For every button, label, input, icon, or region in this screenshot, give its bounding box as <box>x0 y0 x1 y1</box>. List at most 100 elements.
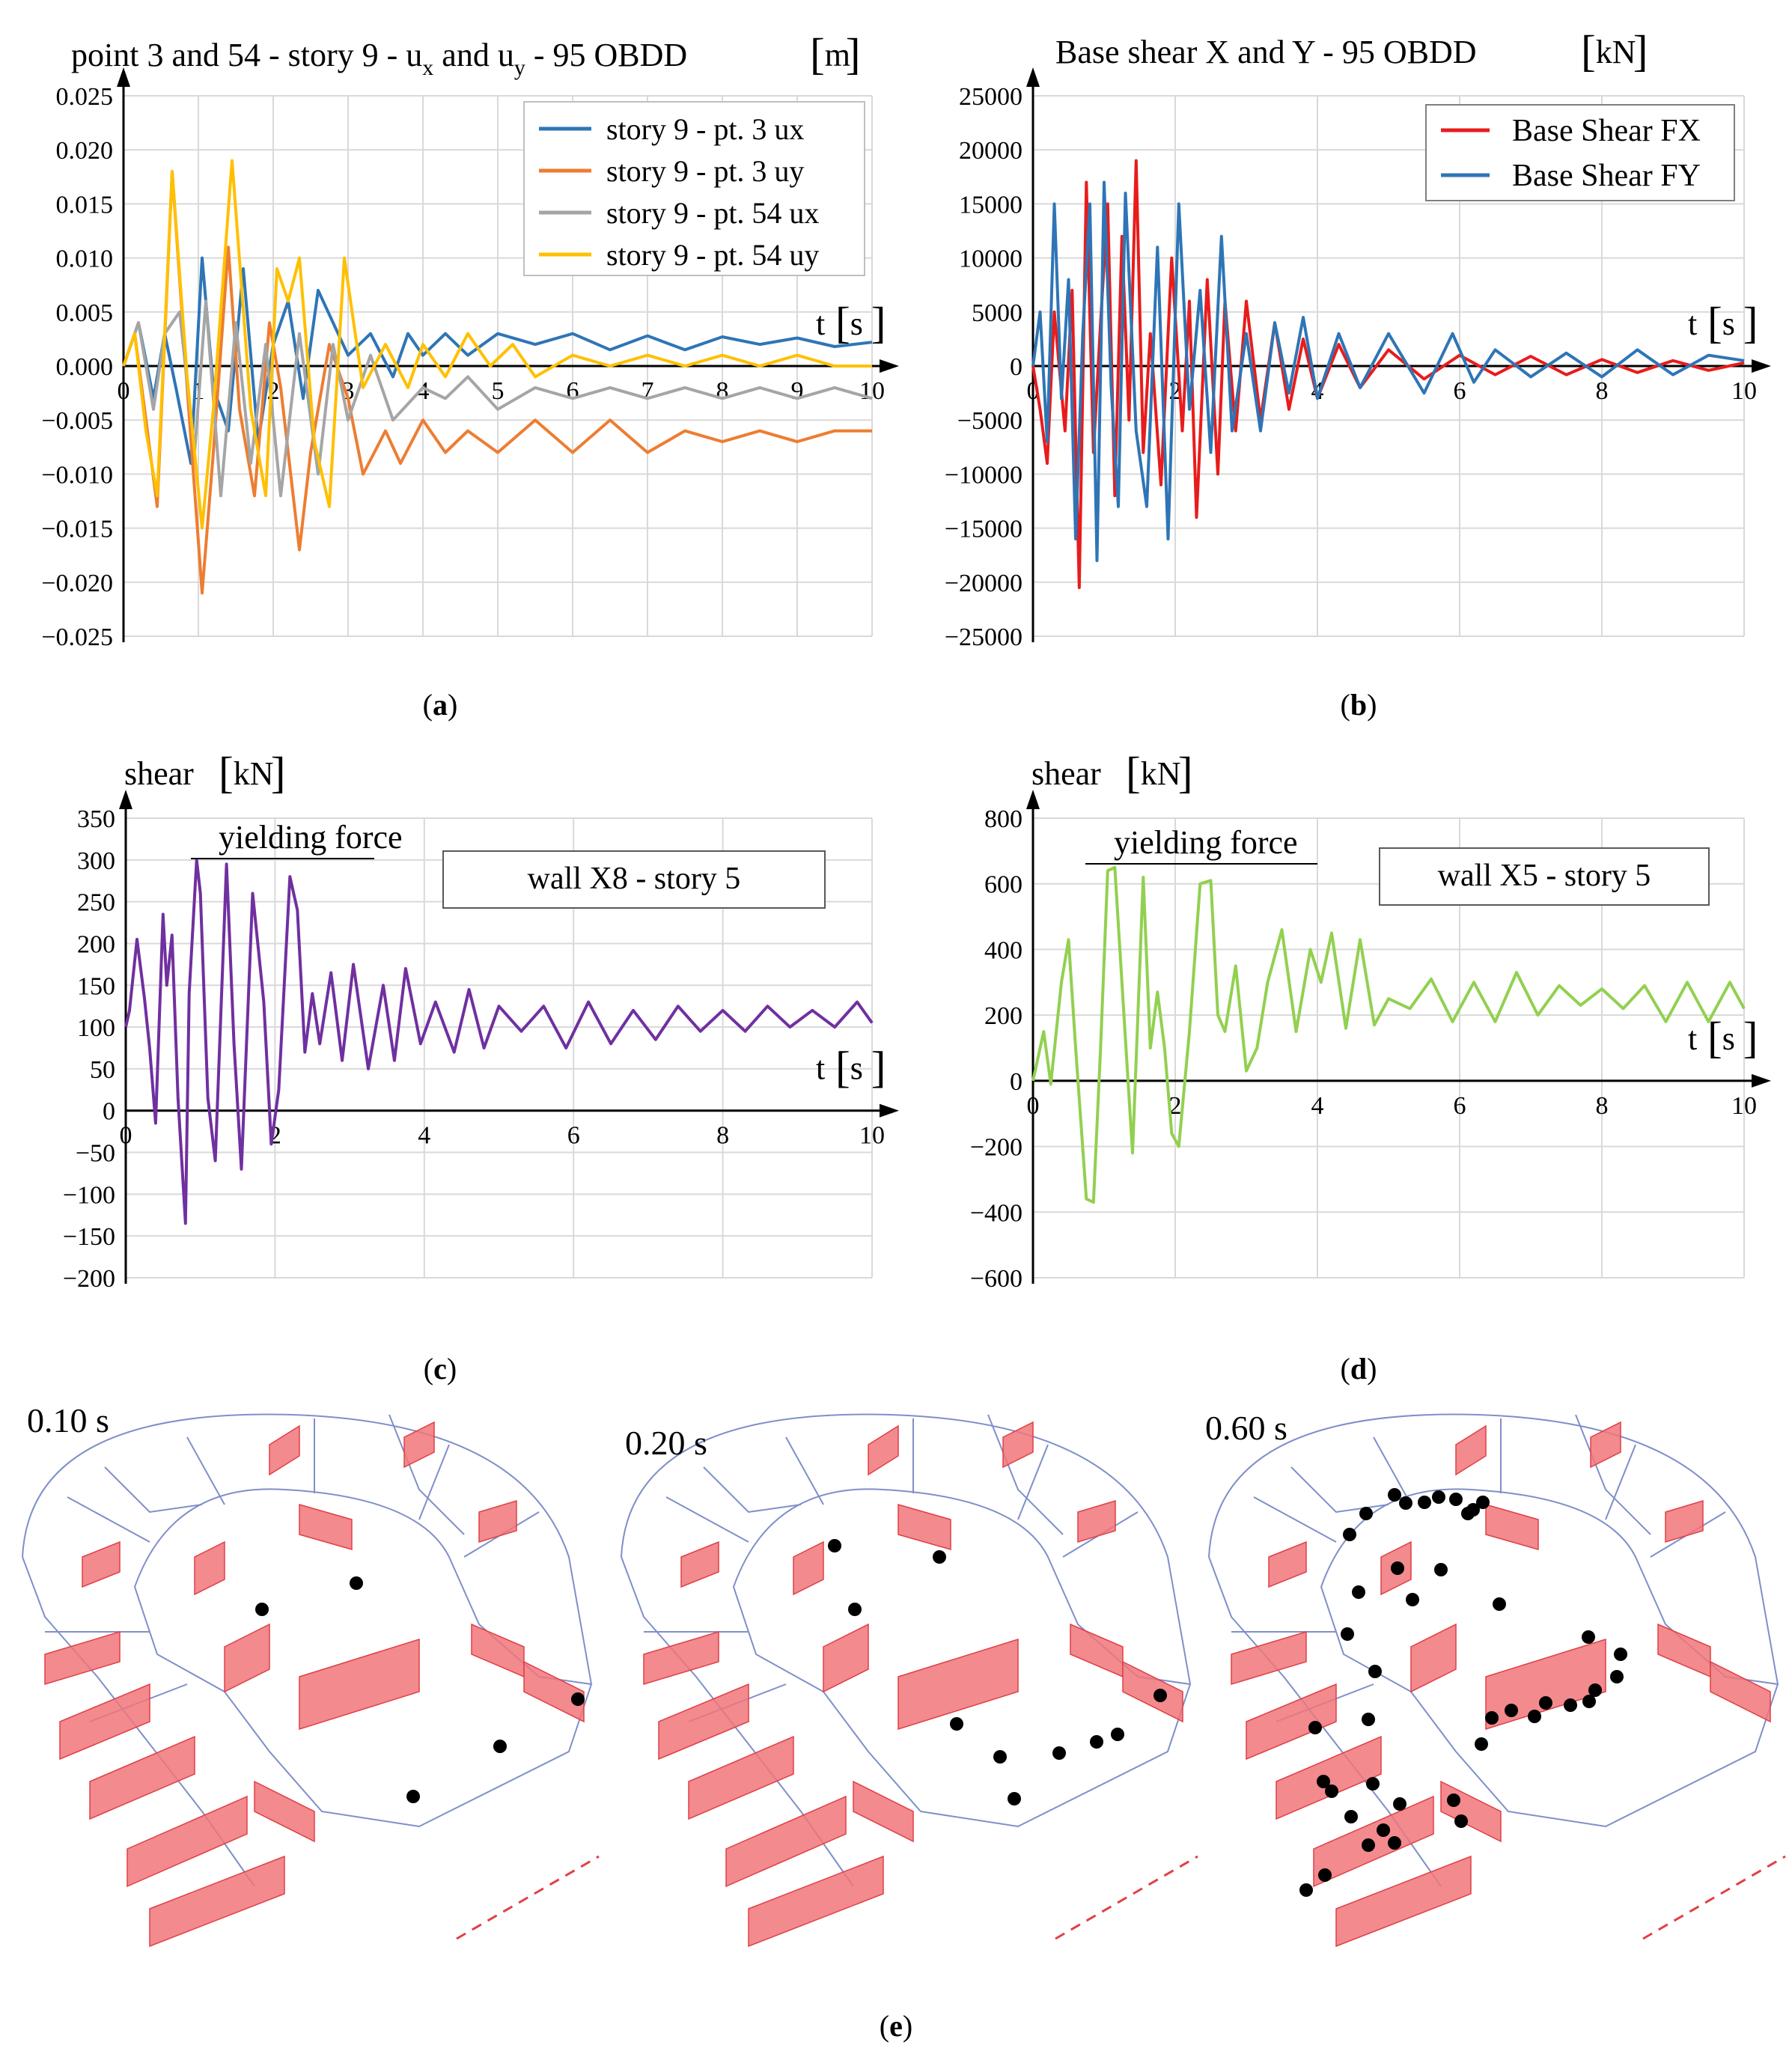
wall-panel <box>1485 1504 1539 1550</box>
y-axis-label: shear <box>1031 755 1101 792</box>
yield-marker <box>1406 1593 1419 1606</box>
wall-panel <box>1485 1638 1606 1731</box>
wall-panel <box>471 1623 525 1678</box>
bracket-close: ] <box>1633 26 1648 76</box>
y-tick-label: 300 <box>77 847 115 875</box>
wall-panel <box>403 1421 435 1469</box>
y-tick-label: 10000 <box>959 246 1023 273</box>
unit-label: s <box>850 1050 863 1087</box>
legend-label: Base Shear FX <box>1512 114 1701 148</box>
yield-marker <box>1610 1670 1624 1683</box>
wall-label-box <box>1379 847 1710 906</box>
legend-label: story 9 - pt. 3 uy <box>606 154 804 188</box>
y-tick-label: −600 <box>970 1265 1023 1293</box>
wall-panel <box>725 1795 847 1888</box>
x-tick-label: 6 <box>1454 377 1466 405</box>
wall-panel <box>127 1795 248 1888</box>
series-line <box>122 256 873 465</box>
yield-marker <box>1528 1710 1541 1723</box>
chart-panel-d: 8006004002000−200−400−6000246810t[s]shea… <box>970 748 1771 1293</box>
structure-panel-e: 0.10 s 0.20 s 0.60 s <box>22 1401 1786 1948</box>
yield-marker <box>1418 1496 1431 1509</box>
wall-panel <box>1440 1780 1502 1843</box>
wall-panel <box>868 1424 899 1476</box>
yield-marker <box>1317 1775 1330 1788</box>
x-tick-label: 8 <box>716 1122 729 1150</box>
wall-panel <box>149 1855 285 1948</box>
x-axis-arrow <box>880 359 899 373</box>
structure-snapshot <box>22 1413 600 1948</box>
y-tick-label: 0.010 <box>56 246 114 273</box>
y-tick-label: −5000 <box>957 407 1023 435</box>
yield-marker <box>1614 1648 1627 1661</box>
chart-title: Base shear X and Y - 95 OBDD <box>1055 34 1477 70</box>
x-axis-label: t <box>816 1050 825 1087</box>
x-axis-arrow <box>880 1103 899 1118</box>
bracket-open: [ <box>835 298 850 347</box>
wall-panel <box>853 1780 914 1843</box>
yield-marker <box>1111 1728 1124 1741</box>
yield-marker <box>1461 1507 1475 1520</box>
yield-marker <box>1475 1737 1488 1751</box>
snapshot-time-label: 0.20 s <box>625 1424 707 1462</box>
yield-marker <box>406 1790 420 1803</box>
unit-label: s <box>850 305 863 342</box>
bracket-close: ] <box>871 1043 886 1092</box>
yield-marker <box>1366 1777 1380 1791</box>
y-tick-label: 100 <box>77 1014 115 1042</box>
yielding-force-annotation: yielding force <box>219 819 403 856</box>
yield-marker <box>1393 1797 1407 1811</box>
yield-marker <box>1432 1490 1445 1504</box>
series-line <box>1031 180 1745 562</box>
wall-panel <box>1002 1421 1034 1469</box>
wall-panel <box>299 1504 353 1550</box>
y-tick-label: −150 <box>63 1223 115 1251</box>
y-axis-arrow <box>1026 67 1040 87</box>
yield-marker <box>1388 1488 1401 1502</box>
yield-marker <box>1485 1711 1499 1725</box>
wall-panel <box>1070 1623 1124 1678</box>
x-axis-unit: [s] <box>835 1043 886 1092</box>
yield-marker <box>1325 1785 1338 1798</box>
y-tick-label: 20000 <box>959 137 1023 165</box>
yield-marker <box>1564 1698 1577 1712</box>
wall-panel <box>643 1630 719 1686</box>
x-tick-label: 8 <box>1596 377 1609 405</box>
y-tick-label: 200 <box>984 1002 1023 1030</box>
bracket-open: [ <box>1581 26 1596 76</box>
caption-a: (a) <box>423 688 458 722</box>
x-axis-unit: [s] <box>1707 298 1758 347</box>
wall-panel <box>658 1683 749 1761</box>
yield-marker <box>950 1717 963 1731</box>
yield-marker <box>1582 1630 1595 1644</box>
y-tick-label: 800 <box>984 805 1023 833</box>
bracket-open: [ <box>1707 298 1722 347</box>
yield-marker <box>1341 1627 1354 1641</box>
yield-marker <box>1359 1507 1373 1520</box>
snapshot-time-label: 0.60 s <box>1205 1409 1287 1447</box>
x-axis-arrow <box>1752 1073 1771 1088</box>
bracket-close: ] <box>1743 1013 1758 1062</box>
wall-panel <box>680 1540 719 1588</box>
legend-box <box>523 101 865 276</box>
frame-beam <box>785 1436 824 1505</box>
y-tick-label: −400 <box>970 1199 1023 1227</box>
frame-beam <box>1017 1444 1049 1520</box>
frame-beam <box>665 1496 749 1543</box>
x-tick-label: 10 <box>1731 377 1757 405</box>
legend-label: story 9 - pt. 3 ux <box>606 112 804 146</box>
y-tick-label: 0.005 <box>56 299 114 327</box>
wall-panel <box>82 1540 121 1588</box>
y-axis-arrow <box>119 790 132 809</box>
y-tick-label: −100 <box>63 1181 115 1209</box>
x-tick-label: 5 <box>492 377 505 405</box>
yield-marker <box>1343 1528 1356 1541</box>
series-line <box>122 299 873 498</box>
structure-snapshot <box>1208 1413 1786 1948</box>
yield-marker <box>1368 1665 1382 1678</box>
x-tick-label: 6 <box>567 377 579 405</box>
chart-title: point 3 and 54 - story 9 - ux and uy - 9… <box>71 37 687 80</box>
frame-beam <box>186 1436 225 1505</box>
yield-marker <box>1308 1721 1322 1734</box>
